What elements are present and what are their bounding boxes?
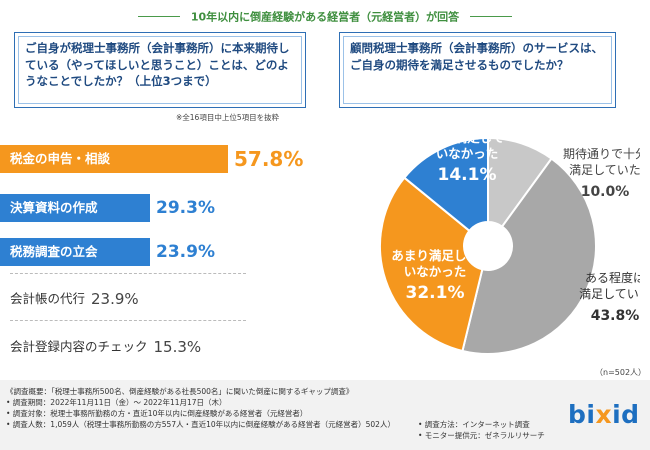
svg-text:全く満足して: 全く満足して (429, 130, 505, 145)
bar-row: 会計帳の代行 23.9% (0, 285, 139, 313)
divider (10, 320, 246, 321)
excerpt-note: ※全16項目中上位5項目を抜粋 (176, 113, 280, 122)
svg-text:ある程度は: ある程度は (585, 270, 640, 285)
pie-slice (402, 136, 489, 233)
footer-provider: • モニター提供元：ゼネラルリサーチ (418, 431, 545, 440)
svg-text:満足していた: 満足していた (569, 163, 640, 177)
pie-slice (461, 157, 597, 355)
header-line-left (137, 15, 180, 18)
question-box-right: 顧問税理士事務所（会計事務所）のサービスは、ご自身の期待を満足させるものでしたか… (339, 32, 616, 108)
bar-value-label: 29.3% (156, 198, 215, 218)
pie-value-label: 10.0% (581, 184, 630, 200)
bar-row: 決算資料の作成 29.3% (0, 194, 215, 222)
footer-target: • 調査対象：税理士事務所勤務の方・直近10年以内に倒産経験がある経営者（元経営… (6, 409, 308, 418)
pie-chart: 期待通りで十分満足していた10.0%ある程度は満足していた43.8%あまり満足し… (379, 130, 640, 355)
bar-row: 税務調査の立会 23.9% (0, 238, 215, 266)
footer-method: • 調査方法：インターネット調査 (418, 420, 530, 429)
svg-text:あまり満足して: あまり満足して (391, 248, 478, 263)
bar-label: 決算資料の作成 (0, 194, 150, 222)
header-title: 10年以内に倒産経験がある経営者（元経営者）が回答 (190, 10, 460, 24)
survey-footer: 《調査概要：「税理士事務所500名、倒産経験がある社長500名」に聞いた倒産に関… (0, 380, 650, 450)
chart-header: 10年以内に倒産経験がある経営者（元経営者）が回答 (0, 6, 650, 25)
bar-value-label: 23.9% (156, 242, 215, 262)
footer-count: • 調査人数：1,059人（税理士事務所勤務の方557人・直近10年以内に倒産経… (6, 420, 395, 429)
svg-text:いなかった: いなかった (404, 264, 467, 279)
bar-row: 会計登録内容のチェック 15.3% (0, 333, 201, 361)
svg-text:満足していた: 満足していた (579, 287, 640, 301)
bar-row: 税金の申告・相談 57.8% (0, 145, 303, 173)
bixid-logo: bixid (568, 400, 640, 429)
question-box-left: ご自身が税理士事務所（会計事務所）に本来期待している（やってほしいと思うこと）こ… (14, 32, 306, 108)
svg-text:期待通りで十分: 期待通りで十分 (563, 147, 640, 161)
pie-value-label: 14.1% (438, 165, 497, 185)
question-left-text: ご自身が税理士事務所（会計事務所）に本来期待している（やってほしいと思うこと）こ… (25, 41, 290, 88)
pie-slice-label: ある程度は満足していた 43.8% (579, 270, 640, 324)
pie-value-label: 43.8% (591, 308, 640, 324)
bar-value-label: 23.9% (91, 290, 139, 308)
question-right-text: 顧問税理士事務所（会計事務所）のサービスは、ご自身の期待を満足させるものでしたか… (350, 41, 603, 72)
divider (10, 273, 246, 274)
sample-size-label: （n=502人） (595, 368, 647, 377)
pie-value-label: 32.1% (406, 283, 465, 303)
bar-value-label: 15.3% (153, 338, 202, 356)
header-line-right (470, 15, 513, 18)
bar-value-label: 57.8% (234, 147, 304, 171)
bar-label: 税金の申告・相談 (0, 145, 228, 173)
bar-label: 税務調査の立会 (0, 238, 150, 266)
footer-title: 《調査概要：「税理士事務所500名、倒産経験がある社長500名」に聞いた倒産に関… (6, 387, 354, 396)
footer-period: • 調査期間：2022年11月11日（金）〜 2022年11月17日（木） (6, 398, 227, 407)
bar-label: 会計帳の代行 (10, 291, 86, 306)
svg-text:いなかった: いなかった (436, 146, 499, 161)
bar-label: 会計登録内容のチェック (10, 339, 148, 354)
